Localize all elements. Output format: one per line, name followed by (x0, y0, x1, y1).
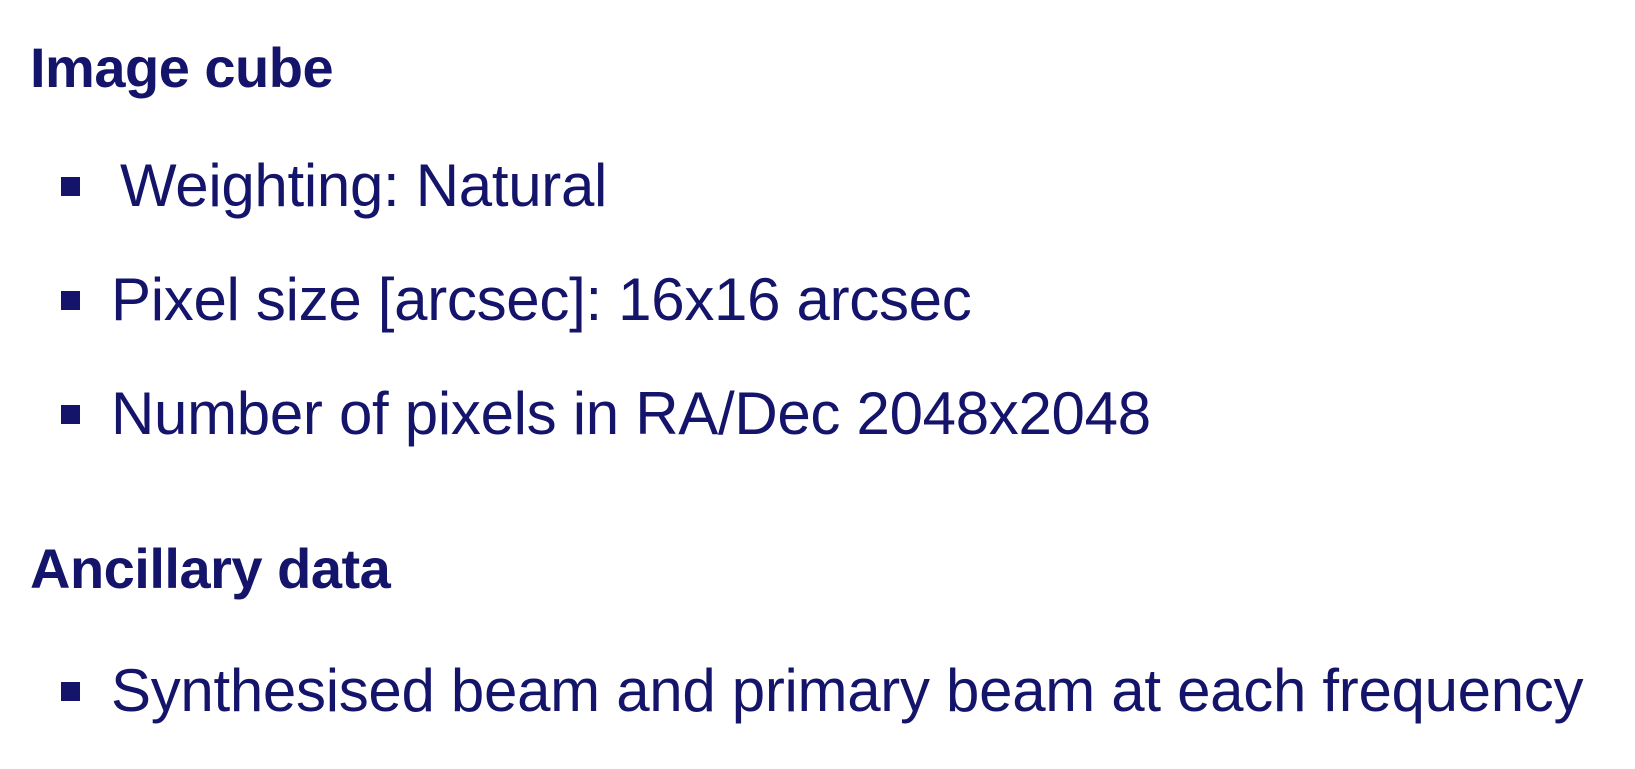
square-bullet-icon (61, 177, 80, 196)
list-item-text: Pixel size [arcsec]: 16x16 arcsec (111, 266, 972, 333)
section-heading-image-cube: Image cube (30, 36, 334, 99)
list-item-text: Weighting: Natural (120, 152, 608, 219)
square-bullet-icon (61, 405, 80, 424)
square-bullet-icon (61, 682, 80, 701)
section-heading-ancillary-data: Ancillary data (30, 537, 391, 600)
square-bullet-icon (61, 291, 80, 310)
list-item-text: Number of pixels in RA/Dec 2048x2048 (111, 380, 1151, 447)
list-item-text: Synthesised beam and primary beam at eac… (111, 657, 1584, 724)
